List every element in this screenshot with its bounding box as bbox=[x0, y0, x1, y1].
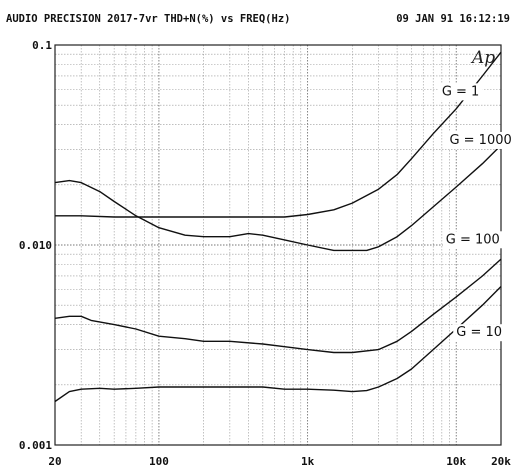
tick-layer: 20 100 1k 10k 20k 0.1 0.010 0.001 bbox=[19, 39, 511, 468]
series-line-2 bbox=[54, 144, 502, 252]
series-label-4: G = 10 bbox=[456, 325, 502, 340]
series-label-1: G = 1 bbox=[442, 84, 480, 99]
series-label-bg bbox=[453, 324, 506, 342]
x-tick-label: 10k bbox=[446, 455, 466, 468]
grid-layer bbox=[55, 45, 501, 445]
y-tick-label: 0.010 bbox=[19, 239, 52, 252]
series-line-1 bbox=[55, 51, 502, 218]
chart-timestamp: 09 JAN 91 16:12:19 bbox=[396, 13, 510, 25]
x-tick-label: 20k bbox=[491, 455, 511, 468]
x-tick-label: 1k bbox=[301, 455, 315, 468]
y-tick-label: 0.001 bbox=[19, 439, 52, 452]
series-line-3 bbox=[54, 258, 502, 354]
series-line-4 bbox=[54, 286, 502, 403]
label-layer: G = 1 G = 1000 G = 100 G = 10 bbox=[438, 83, 515, 342]
series-layer bbox=[54, 51, 502, 403]
chart-title: AUDIO PRECISION 2017-7vr THD+N(%) vs FRE… bbox=[6, 13, 290, 25]
series-label-bg bbox=[446, 131, 515, 149]
series-label-bg bbox=[438, 83, 483, 101]
ap-logo: Ap bbox=[470, 48, 495, 68]
series-label-bg bbox=[442, 231, 503, 249]
series-label-2: G = 1000 bbox=[449, 133, 511, 148]
x-tick-label: 20 bbox=[48, 455, 61, 468]
x-tick-label: 100 bbox=[149, 455, 169, 468]
y-tick-label: 0.1 bbox=[32, 39, 52, 52]
series-label-3: G = 100 bbox=[446, 232, 500, 247]
